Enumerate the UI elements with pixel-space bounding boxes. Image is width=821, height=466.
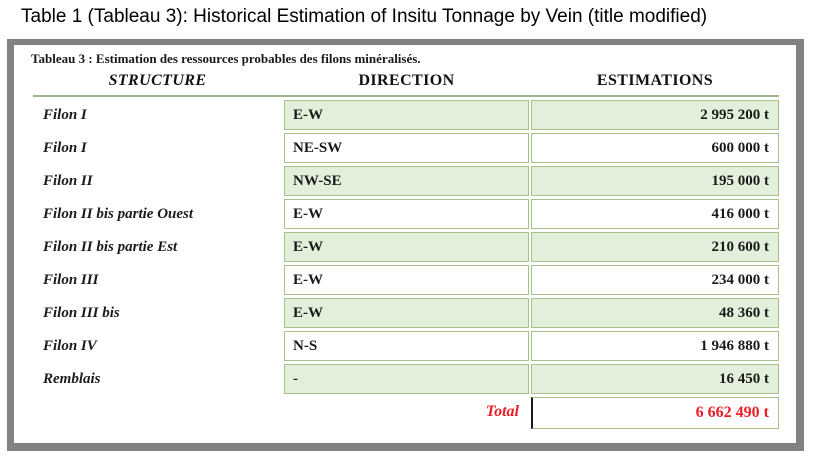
tonnage-table: STRUCTURE DIRECTION ESTIMATIONS Filon I … — [33, 68, 779, 429]
structure-cell: Filon III — [43, 271, 99, 288]
estimation-cell: 234 000 t — [531, 265, 779, 295]
table-row: Filon I NE-SW 600 000 t — [33, 133, 779, 163]
table-row: Filon III bis E-W 48 360 t — [33, 298, 779, 328]
page-title: Table 1 (Tableau 3): Historical Estimati… — [21, 6, 708, 27]
estimation-cell: 1 946 880 t — [531, 331, 779, 361]
structure-cell: Filon II bis partie Est — [43, 238, 178, 255]
table-row: Filon III E-W 234 000 t — [33, 265, 779, 295]
table-row: Remblais - 16 450 t — [33, 364, 779, 394]
structure-cell: Filon III bis — [43, 304, 120, 321]
direction-cell: E-W — [284, 265, 529, 295]
header-underline — [33, 95, 779, 97]
direction-cell: N-S — [284, 331, 529, 361]
table-header-row: STRUCTURE DIRECTION ESTIMATIONS — [33, 68, 779, 94]
structure-cell: Remblais — [43, 370, 101, 387]
structure-cell: Filon I — [43, 139, 87, 156]
direction-cell: E-W — [284, 199, 529, 229]
estimation-cell: 2 995 200 t — [531, 100, 779, 130]
table-row: Filon II bis partie Est E-W 210 600 t — [33, 232, 779, 262]
table-row: Filon IV N-S 1 946 880 t — [33, 331, 779, 361]
estimation-cell: 48 360 t — [531, 298, 779, 328]
column-header-estimations: ESTIMATIONS — [596, 72, 714, 89]
total-label: Total — [485, 403, 519, 420]
column-header-direction: DIRECTION — [358, 72, 455, 89]
table-row: Filon II NW-SE 195 000 t — [33, 166, 779, 196]
direction-cell: E-W — [284, 298, 529, 328]
estimation-cell: 416 000 t — [531, 199, 779, 229]
estimation-cell: 210 600 t — [531, 232, 779, 262]
column-header-structure: STRUCTURE — [108, 72, 207, 89]
direction-cell: E-W — [284, 100, 529, 130]
structure-cell: Filon II — [43, 172, 93, 189]
structure-cell: Filon IV — [43, 337, 97, 354]
direction-cell: - — [284, 364, 529, 394]
total-value: 6 662 490 t — [531, 397, 779, 429]
estimation-cell: 16 450 t — [531, 364, 779, 394]
table-row: Filon I E-W 2 995 200 t — [33, 100, 779, 130]
structure-cell: Filon II bis partie Ouest — [43, 205, 194, 222]
total-row: Total 6 662 490 t — [33, 397, 779, 429]
direction-cell: E-W — [284, 232, 529, 262]
estimation-cell: 600 000 t — [531, 133, 779, 163]
direction-cell: NE-SW — [284, 133, 529, 163]
direction-cell: NW-SE — [284, 166, 529, 196]
table-caption: Tableau 3 : Estimation des ressources pr… — [31, 51, 421, 66]
table-row: Filon II bis partie Ouest E-W 416 000 t — [33, 199, 779, 229]
structure-cell: Filon I — [43, 106, 87, 123]
estimation-cell: 195 000 t — [531, 166, 779, 196]
